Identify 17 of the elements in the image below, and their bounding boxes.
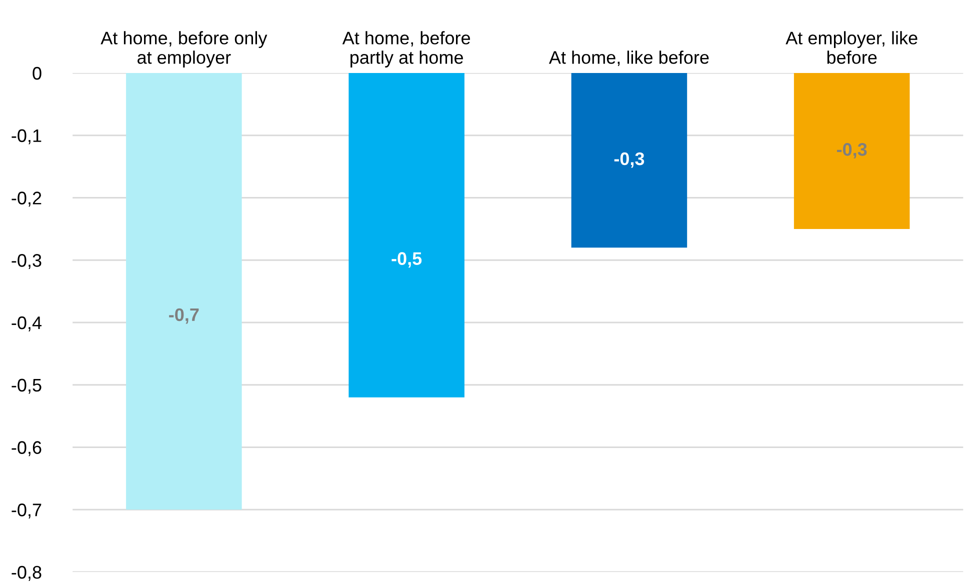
y-tick-label: -0,2 xyxy=(12,192,42,207)
y-tick-label: 0 xyxy=(32,66,42,80)
y-tick-label: -0,7 xyxy=(12,504,42,518)
x-tick-label: At employer, like before xyxy=(786,31,918,64)
y-tick-label: -0,8 xyxy=(12,566,42,581)
y-tick-label: -0,1 xyxy=(12,129,42,144)
y-tick-label: -0,6 xyxy=(12,441,42,456)
x-tick-label: At home, like before xyxy=(548,50,709,66)
data-label: -0,3 xyxy=(836,143,867,158)
y-tick-label: -0,3 xyxy=(12,254,42,269)
x-tick-label: At home, before only at employer xyxy=(100,31,268,68)
data-label: -0,3 xyxy=(614,152,644,168)
y-tick-label: -0,4 xyxy=(12,316,42,332)
y-tick-label: -0,5 xyxy=(12,378,42,394)
x-tick-label: At home, before partly at home xyxy=(342,31,470,68)
data-label: -0,5 xyxy=(392,252,422,268)
data-label: -0,7 xyxy=(169,308,199,324)
